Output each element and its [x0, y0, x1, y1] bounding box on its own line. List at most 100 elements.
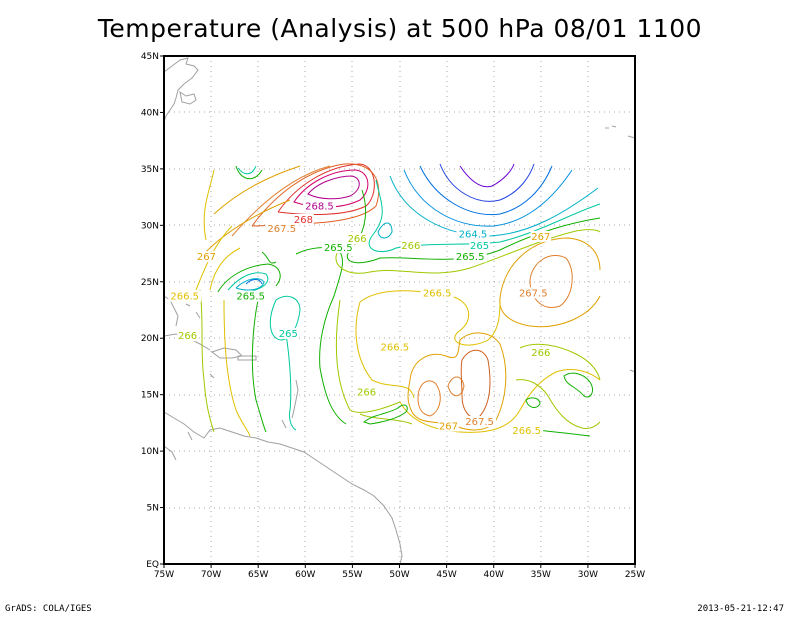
contour-267-e — [499, 237, 601, 328]
contour-267-s — [417, 376, 465, 417]
contour-label-bg — [516, 287, 550, 299]
contour-label: 266 — [348, 234, 367, 245]
contour-label-bg — [400, 239, 422, 251]
contour-266.5-col — [223, 299, 251, 437]
contour-label-bg — [420, 287, 454, 299]
lat-tick-label: 20N — [141, 334, 159, 344]
contour-265-col — [285, 333, 297, 431]
contour-label-bg — [438, 420, 459, 432]
lon-tick-label: 30W — [578, 570, 598, 580]
map-title: Temperature (Analysis) at 500 hPa 08/01 … — [97, 14, 703, 43]
contour-label-bg — [453, 251, 487, 263]
lat-tick-label: 40N — [141, 108, 159, 118]
contour-label: 265.5 — [236, 292, 265, 303]
contour-label-bg — [510, 425, 544, 437]
contour-267.5-s — [460, 349, 491, 418]
lat-tick-label: 35N — [141, 165, 159, 175]
contour-267.5 — [251, 163, 380, 227]
longitude-ticks: 75W 70W 65W 60W 55W 50W 45W 40W 35W 30W 25W — [154, 564, 645, 580]
contour-label: 266 — [357, 388, 376, 399]
lon-tick-label: 45W — [436, 570, 456, 580]
contour-label: 266.5 — [512, 426, 541, 437]
coastlines — [163, 57, 636, 565]
contour-266-e — [335, 299, 601, 413]
lon-tick-label: 75W — [154, 570, 174, 580]
contour-265.5-w — [217, 165, 281, 293]
lon-tick-label: 70W — [201, 570, 221, 580]
contour-265-w — [227, 165, 269, 293]
contour-label-bg — [378, 341, 412, 353]
contour-266.5 — [195, 169, 233, 291]
contour-label-bg — [469, 239, 490, 251]
lat-tick-label: 25N — [141, 278, 159, 288]
contour-267.5b — [231, 165, 331, 237]
contour-label: 267 — [439, 422, 458, 433]
contour-label-bg — [356, 386, 377, 398]
lat-tick-label: EQ — [146, 560, 159, 570]
contour-label: 266 — [531, 348, 550, 359]
contour-label-bg — [530, 230, 552, 242]
contour-264-w — [245, 279, 263, 285]
graticule — [164, 56, 635, 564]
contour-label: 268.5 — [305, 201, 334, 212]
lat-tick-label: 10N — [141, 447, 159, 457]
contour-label-bg — [168, 290, 202, 302]
contour-label: 267.5 — [465, 417, 494, 428]
lat-tick-label: 5N — [147, 504, 159, 514]
contour-label: 267.5 — [519, 288, 548, 299]
lon-tick-label: 40W — [484, 570, 504, 580]
lon-tick-label: 50W — [389, 570, 409, 580]
contour-266.5-e — [355, 290, 501, 399]
contour-label: 268 — [294, 215, 313, 226]
contour-label-bg — [530, 347, 552, 359]
contour-label: 265 — [470, 241, 489, 252]
lon-tick-label: 60W — [295, 570, 315, 580]
contour-269 — [307, 175, 360, 200]
contour-264 — [403, 169, 573, 227]
contour-264.5-w — [235, 278, 265, 291]
contour-label: 267 — [531, 232, 550, 243]
grads-credit: GrADS: COLA/IGES — [5, 604, 92, 614]
lat-tick-label: 15N — [141, 391, 159, 401]
contour-262 — [459, 163, 515, 188]
contour-label-bg — [463, 416, 497, 428]
lon-tick-label: 35W — [531, 570, 551, 580]
contour-264.5 — [377, 175, 599, 239]
lon-tick-label: 55W — [342, 570, 362, 580]
contour-267-s2 — [407, 332, 507, 431]
contour-267.5-e — [529, 255, 573, 308]
lat-tick-label: 45N — [141, 52, 159, 62]
latitude-ticks: EQ 5N 10N 15N 20N 25N 30N 35N 40N 45N — [141, 52, 164, 570]
contour-label-bg — [196, 251, 217, 263]
contour-266.5-s — [399, 369, 601, 433]
contour-label-bg — [302, 200, 336, 212]
contour-label-bg — [321, 242, 355, 254]
contour-263.5 — [419, 165, 553, 216]
contour-label-bg — [293, 213, 314, 225]
contour-label-bg — [346, 233, 368, 245]
contour-label: 265.5 — [456, 252, 485, 263]
contour-label: 265.5 — [324, 243, 353, 254]
map-frame — [163, 55, 636, 565]
contour-263 — [439, 163, 535, 202]
contour-label-bg — [278, 327, 299, 339]
contour-label-bg — [456, 228, 490, 240]
contour-266.5-west — [209, 247, 241, 291]
contour-label: 266 — [401, 241, 420, 252]
contour-265.5-s — [362, 372, 593, 437]
contour-label-bg — [177, 330, 198, 342]
contour-268 — [277, 163, 375, 215]
contour-label: 267.5 — [267, 224, 296, 235]
contour-266-s — [359, 379, 601, 429]
contour-label: 266.5 — [423, 288, 452, 299]
contour-label: 266.5 — [380, 343, 409, 354]
contour-label: 264.5 — [459, 230, 488, 241]
contour-label: 267 — [197, 252, 216, 263]
contour-label: 266 — [178, 331, 197, 342]
contour-266-wsouth — [199, 289, 215, 433]
contour-labels: 268.5268267.5267266.5266265.5265265.5266… — [168, 200, 552, 437]
contour-label: 266.5 — [170, 292, 199, 303]
contour-label-bg — [234, 290, 268, 302]
contour-266 — [335, 229, 601, 274]
